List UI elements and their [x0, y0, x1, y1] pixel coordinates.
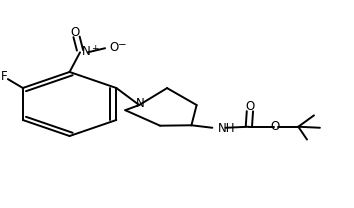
Text: O: O — [245, 100, 255, 113]
Text: F: F — [0, 70, 7, 83]
Text: O: O — [270, 120, 280, 133]
Text: O: O — [110, 41, 119, 54]
Text: NH: NH — [218, 122, 235, 135]
Text: O: O — [70, 26, 79, 39]
Text: −: − — [118, 40, 127, 50]
Text: +: + — [91, 44, 99, 53]
Text: N: N — [136, 97, 144, 110]
Text: N: N — [82, 45, 91, 58]
